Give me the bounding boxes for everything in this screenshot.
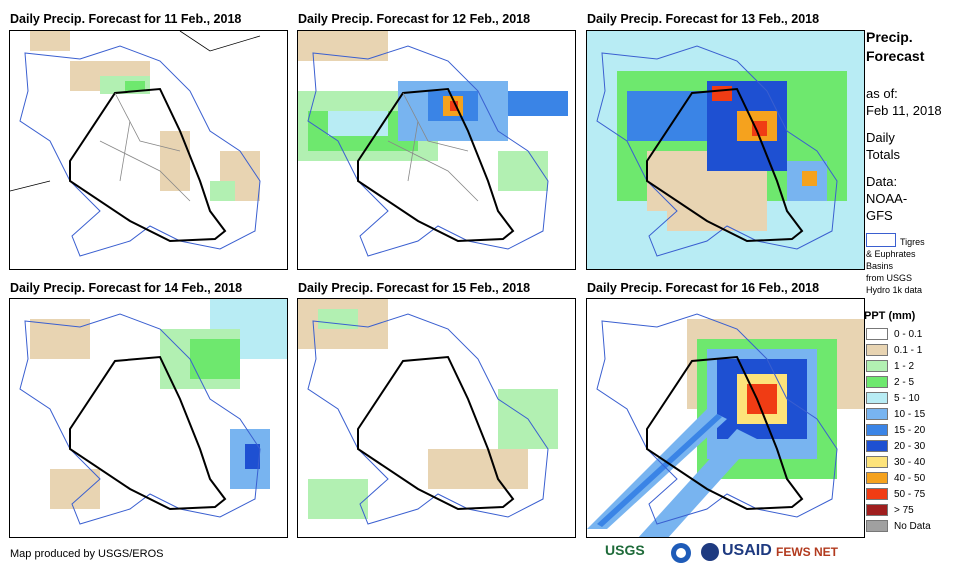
usaid-logo: USAID xyxy=(722,542,772,559)
map-panel-feb16 xyxy=(586,298,865,538)
legend-row: 0.1 - 1 xyxy=(866,342,922,358)
legend-row: 40 - 50 xyxy=(866,470,925,486)
legend-label: 0.1 - 1 xyxy=(894,344,923,356)
legend-label: > 75 xyxy=(894,504,914,516)
legend-row: 50 - 75 xyxy=(866,486,925,502)
legend-label: 2 - 5 xyxy=(894,376,915,388)
legend-label: 0 - 0.1 xyxy=(894,328,923,340)
basin-text-line2: & Euphrates xyxy=(866,249,916,259)
sidebar-data-src2: GFS xyxy=(866,208,893,223)
sidebar-totals-line1: Daily xyxy=(866,130,895,145)
legend-label: No Data xyxy=(894,520,931,532)
sidebar-asof-date: Feb 11, 2018 xyxy=(866,103,942,118)
legend-row: 5 - 10 xyxy=(866,390,920,406)
legend-label: 20 - 30 xyxy=(894,440,926,452)
sidebar-totals-line2: Totals xyxy=(866,147,900,162)
legend-row: 0 - 0.1 xyxy=(866,326,922,342)
legend-swatch xyxy=(866,376,888,388)
panel-title-feb13: Daily Precip. Forecast for 13 Feb., 2018 xyxy=(587,12,820,26)
map-panel-feb13 xyxy=(586,30,865,270)
sidebar-data-label: Data: xyxy=(866,174,898,189)
basin-text-line5: Hydro 1k data xyxy=(866,285,923,295)
map-panel-feb15 xyxy=(297,298,576,538)
legend-swatch xyxy=(866,504,888,516)
sidebar-asof-label: as of: xyxy=(866,86,898,101)
admin-lines xyxy=(99,92,191,202)
legend-swatch xyxy=(866,328,888,340)
legend-row: 20 - 30 xyxy=(866,438,925,454)
sidebar-data-src1: NOAA- xyxy=(866,191,908,206)
legend-row: 30 - 40 xyxy=(866,454,925,470)
legend-label: 1 - 2 xyxy=(894,360,915,372)
legend-swatch xyxy=(866,360,888,372)
legend-label: 5 - 10 xyxy=(894,392,920,404)
panel-title-feb14: Daily Precip. Forecast for 14 Feb., 2018 xyxy=(10,281,243,295)
basin-legend-swatch xyxy=(866,233,896,247)
map-panel-feb11 xyxy=(9,30,288,270)
precip-fill xyxy=(298,299,558,519)
legend-swatch xyxy=(866,408,888,420)
fewsnet-logo: FEWS NET xyxy=(776,545,838,559)
precip-fill xyxy=(298,31,568,191)
usgs-logo: USGS xyxy=(605,542,645,558)
legend-label: 40 - 50 xyxy=(894,472,926,484)
basin-text-line4: from USGS xyxy=(866,273,913,283)
legend-label: 15 - 20 xyxy=(894,424,926,436)
country-border xyxy=(357,355,515,511)
legend-swatch xyxy=(866,520,888,532)
legend-row: > 75 xyxy=(866,502,914,518)
map-panel-feb14 xyxy=(9,298,288,538)
neighbor-border xyxy=(10,31,261,192)
basin-text-line3: Basins xyxy=(866,261,894,271)
legend-title: PPT (mm) xyxy=(864,310,916,322)
precip-fill xyxy=(30,299,287,509)
precip-fill xyxy=(587,319,864,537)
legend-label: 50 - 75 xyxy=(894,488,926,500)
legend-swatch xyxy=(866,472,888,484)
basin-text-line1: Tigres xyxy=(900,237,925,247)
admin-lines xyxy=(387,92,479,202)
legend-swatch xyxy=(866,344,888,356)
panel-title-feb11: Daily Precip. Forecast for 11 Feb., 2018 xyxy=(10,12,242,26)
legend-row: 2 - 5 xyxy=(866,374,914,390)
sidebar-title-line2: Forecast xyxy=(866,48,925,64)
map-panel-feb12 xyxy=(297,30,576,270)
map-credit: Map produced by USGS/EROS xyxy=(10,548,164,560)
precip-fill xyxy=(587,31,864,269)
country-border xyxy=(357,87,515,243)
legend-swatch xyxy=(866,440,888,452)
legend-row: 1 - 2 xyxy=(866,358,914,374)
country-border xyxy=(69,355,227,511)
country-border xyxy=(646,355,804,511)
usaid-seal-icon xyxy=(700,542,720,565)
precip-fill xyxy=(30,31,260,201)
noaa-logo xyxy=(670,542,692,567)
legend-row: 10 - 15 xyxy=(866,406,925,422)
panel-title-feb15: Daily Precip. Forecast for 15 Feb., 2018 xyxy=(298,281,531,295)
legend-swatch xyxy=(866,424,888,436)
legend-row: No Data xyxy=(866,518,931,534)
legend-row: 15 - 20 xyxy=(866,422,925,438)
legend-swatch xyxy=(866,392,888,404)
panel-title-feb12: Daily Precip. Forecast for 12 Feb., 2018 xyxy=(298,12,531,26)
country-border xyxy=(69,87,227,243)
country-border xyxy=(646,87,804,243)
legend-swatch xyxy=(866,456,888,468)
panel-title-feb16: Daily Precip. Forecast for 16 Feb., 2018 xyxy=(587,281,820,295)
legend-label: 10 - 15 xyxy=(894,408,926,420)
legend-swatch xyxy=(866,488,888,500)
sidebar-title-line1: Precip. xyxy=(866,29,913,45)
legend-label: 30 - 40 xyxy=(894,456,926,468)
